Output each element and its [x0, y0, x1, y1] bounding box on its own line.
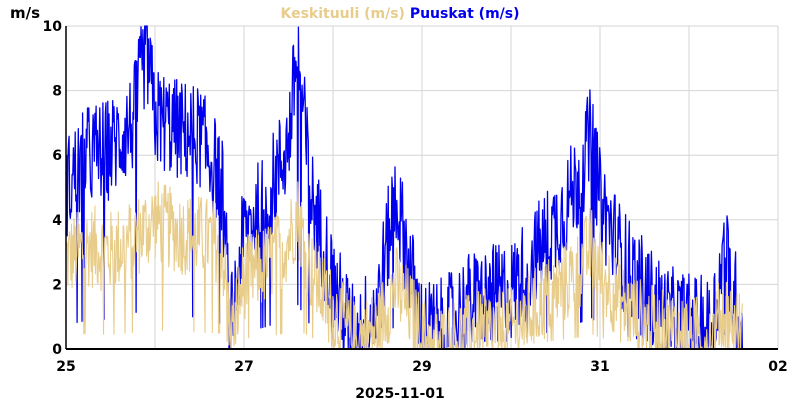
legend: Keskituuli (m/s) Puuskat (m/s) — [280, 6, 519, 22]
legend-entry-puuskat: Puuskat (m/s) — [410, 6, 520, 22]
x-tick-label-4: 02 — [768, 359, 787, 375]
series-line-1 — [65, 25, 744, 350]
axes — [65, 26, 778, 350]
y-tick-label-2: 4 — [52, 213, 62, 229]
series-layer — [65, 25, 744, 350]
x-tick-label-3: 31 — [590, 359, 609, 375]
y-tick-label-1: 2 — [52, 277, 62, 293]
legend-entry-keskituuli: Keskituuli (m/s) — [280, 6, 404, 22]
x-tick-label-1: 27 — [234, 359, 253, 375]
y-tick-labels: 0 2 4 6 8 10 — [43, 19, 63, 358]
y-tick-label-3: 6 — [52, 148, 62, 164]
x-axis-date-label: 2025-11-01 — [355, 386, 445, 400]
y-tick-label-0: 0 — [52, 342, 62, 358]
x-tick-label-0: 25 — [56, 359, 75, 375]
series-line-0 — [65, 181, 743, 350]
x-tick-labels: 25 27 29 31 02 — [56, 359, 787, 375]
x-tick-label-2: 29 — [412, 359, 431, 375]
y-unit-label: m/s — [10, 4, 40, 22]
y-tick-label-5: 10 — [43, 19, 63, 35]
grid — [66, 25, 779, 350]
y-tick-label-4: 8 — [52, 84, 62, 100]
